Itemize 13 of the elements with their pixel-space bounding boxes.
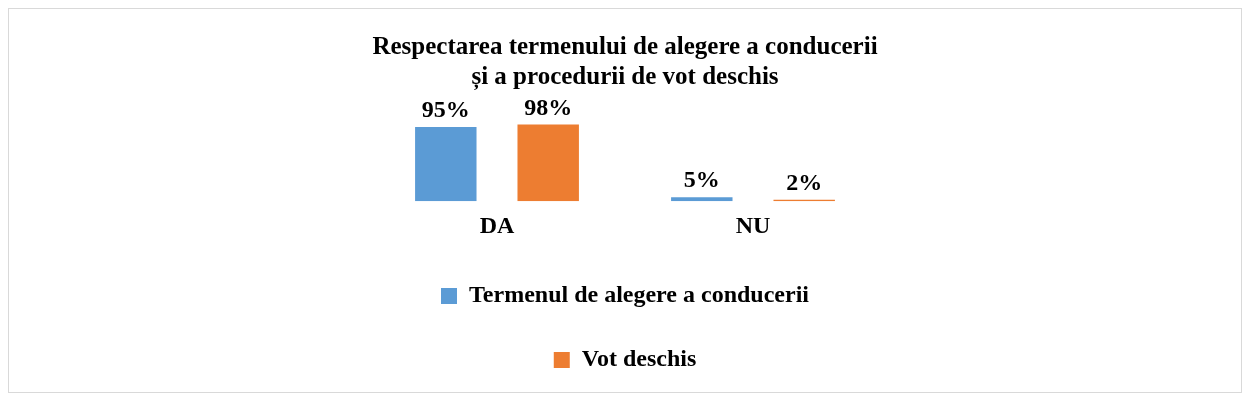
data-label: 2% [786,168,823,195]
data-label: 5% [683,166,720,193]
bar [415,126,477,202]
legend-label: Termenul de alegere a conducerii [469,281,810,308]
legend-label: Vot deschis [581,345,697,372]
data-label: 95% [421,96,470,123]
data-label: 98% [524,93,573,120]
text: și a procedurii de vot deschis [471,62,779,90]
x-tick-label: DA [479,211,515,238]
bar [671,197,733,202]
x-tick-label: NU [735,211,771,238]
bar [517,124,579,202]
text: Respectarea termenului de alegere a conducerii [372,32,878,60]
